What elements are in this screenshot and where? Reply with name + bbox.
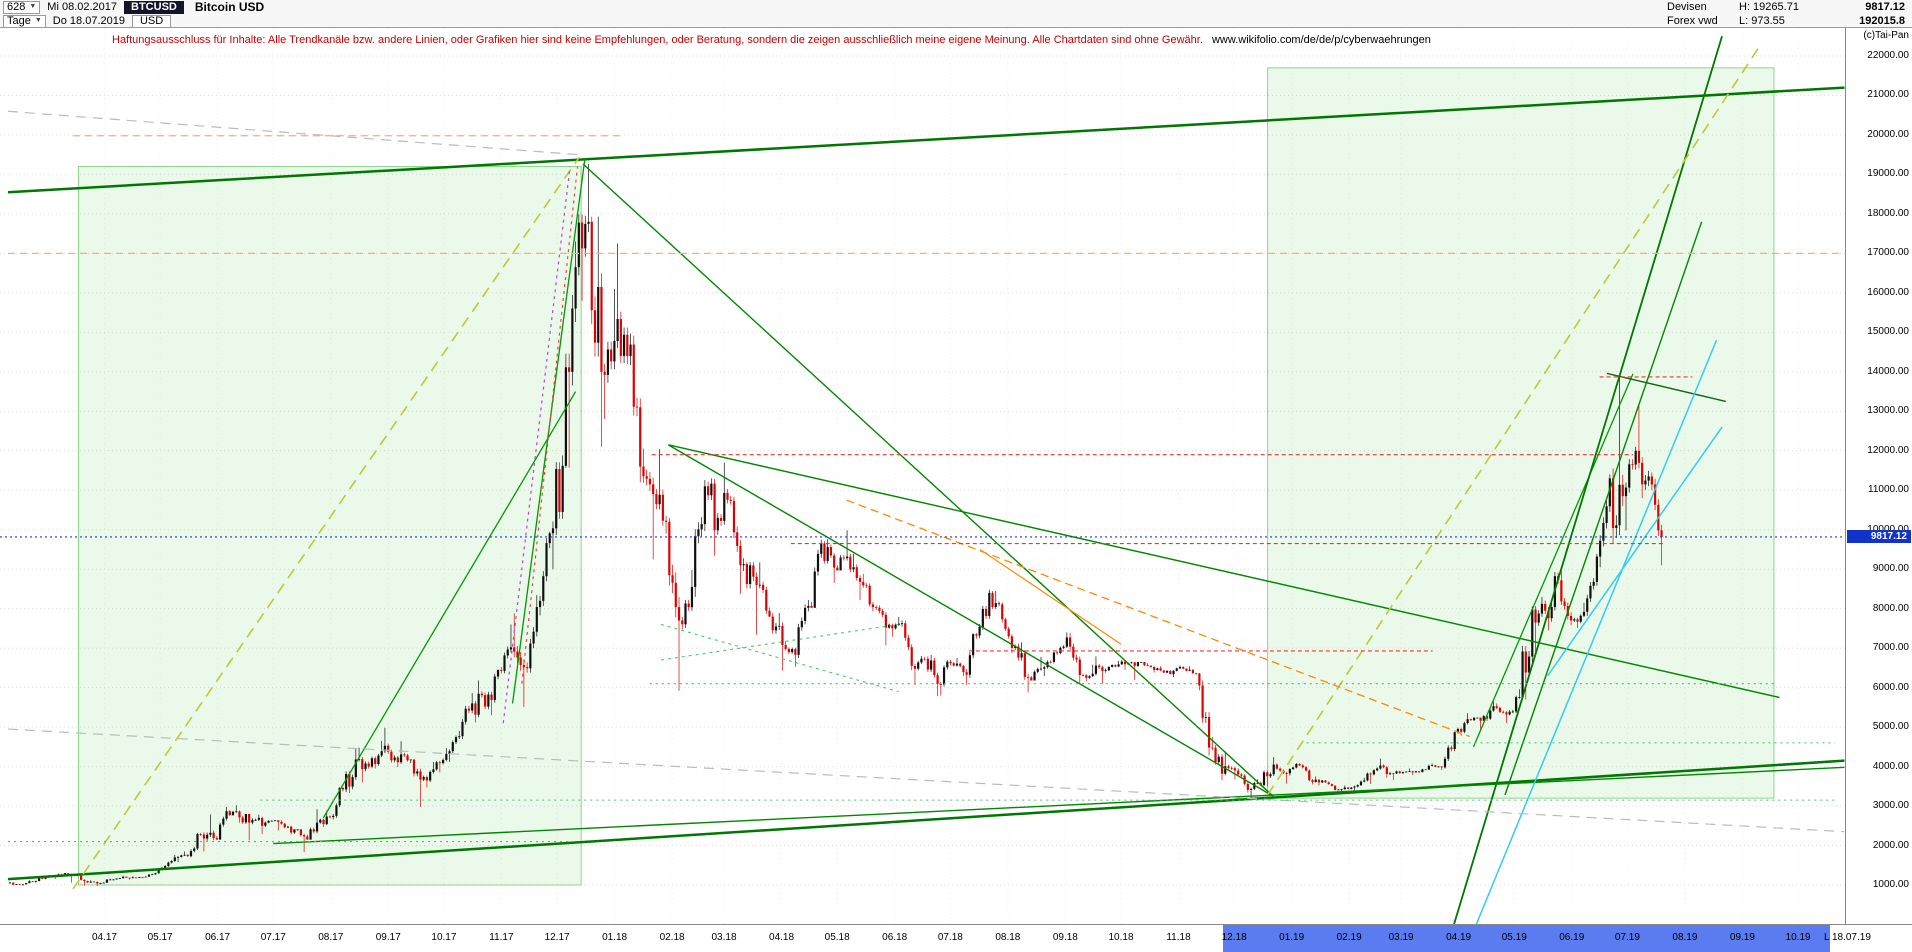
x-axis-label: 12.18 [1221, 932, 1247, 943]
y-axis[interactable]: (c)Tai-Pan 9817.12 22000.00 21000.00 20000… [1846, 28, 1912, 924]
x-axis-label: 09.17 [375, 932, 401, 943]
disclaimer-text: Haftungsausschluss für Inhalte: Alle Tre… [112, 34, 1431, 46]
y-axis-label: 8000.00 [1872, 602, 1909, 614]
x-axis-label: 10.18 [1108, 932, 1134, 943]
y-axis-label: 5000.00 [1872, 721, 1909, 733]
period-select[interactable]: Tage ▼ [3, 14, 46, 28]
y-axis-label: 12000.00 [1867, 444, 1909, 456]
topbar-row-1: 628 ▼ Mi 08.02.2017 BTCUSD Bitcoin USD D… [0, 0, 1912, 14]
x-axis-label: 04.19 [1446, 932, 1472, 943]
currency-label: USD [131, 14, 172, 28]
x-axis-label: 05.19 [1501, 932, 1527, 943]
topbar-right-2: Forex vwd L: 973.55 192015.8 [1667, 15, 1909, 27]
period-low-value: L: 973.55 [1739, 15, 1785, 27]
feed-label: Forex vwd [1667, 15, 1718, 27]
chevron-down-icon: ▼ [29, 3, 37, 10]
x-axis-label: 08.17 [318, 932, 344, 943]
y-axis-label: 13000.00 [1867, 405, 1909, 417]
x-axis-label: 03.19 [1388, 932, 1414, 943]
selected-range-highlight[interactable] [1223, 925, 1830, 952]
x-axis-label: 05.17 [147, 932, 173, 943]
x-axis-label: 04.17 [91, 932, 117, 943]
x-axis-label: 10.17 [431, 932, 457, 943]
x-axis-label: 10.19 [1785, 932, 1811, 943]
x-axis-label: 09.19 [1729, 932, 1755, 943]
y-axis-label: 4000.00 [1872, 760, 1909, 772]
y-axis-label: 7000.00 [1872, 642, 1909, 654]
x-axis-label: 06.17 [205, 932, 231, 943]
y-axis-label: 9000.00 [1872, 563, 1909, 575]
x-axis[interactable]: L 18.07.19 04.17 05.17 06.17 07.17 08.17 09.1… [0, 924, 1912, 952]
y-axis-label: 21000.00 [1867, 89, 1909, 101]
period-value: Tage [7, 15, 31, 27]
volume-value: 192015.8 [1859, 15, 1905, 27]
bars-count-value: 628 [7, 1, 26, 13]
x-axis-label: 07.17 [260, 932, 286, 943]
y-axis-label: 3000.00 [1872, 800, 1909, 812]
x-axis-label: 06.18 [882, 932, 908, 943]
y-axis-label: 15000.00 [1867, 326, 1909, 338]
topbar-right-1: Devisen H: 19265.71 9817.12 [1667, 1, 1909, 13]
chart-area[interactable]: Haftungsausschluss für Inhalte: Alle Tre… [0, 28, 1846, 924]
x-axis-label: 08.19 [1672, 932, 1698, 943]
x-axis-label: 02.19 [1336, 932, 1362, 943]
y-axis-label: 11000.00 [1868, 484, 1909, 496]
last-price-value: 9817.12 [1865, 1, 1905, 13]
chart-canvas[interactable] [0, 28, 1846, 924]
x-axis-label: 03.18 [711, 932, 737, 943]
y-axis-label: 20000.00 [1867, 128, 1909, 140]
y-axis-label: 16000.00 [1867, 286, 1909, 298]
x-axis-label: 06.19 [1559, 932, 1585, 943]
chevron-down-icon: ▼ [34, 17, 42, 24]
y-axis-label: 1000.00 [1872, 879, 1909, 890]
topbar-row-2: Tage ▼ Do 18.07.2019 USD Forex vwd L: 97… [0, 14, 1912, 28]
instrument-title: Bitcoin USD [194, 0, 265, 14]
market-label: Devisen [1667, 1, 1707, 13]
current-price-tag: 9817.12 [1847, 529, 1911, 543]
period-high-value: H: 19265.71 [1739, 1, 1799, 13]
x-axis-label: 02.18 [659, 932, 685, 943]
y-axis-label: 2000.00 [1872, 839, 1909, 851]
last-bar-date-label: L 18.07.19 [1824, 932, 1871, 943]
y-axis-label: 6000.00 [1872, 681, 1909, 693]
x-axis-label: 12.17 [544, 932, 570, 943]
disclaimer-url: www.wikifolio.com/de/de/p/cyberwaehrunge… [1211, 34, 1431, 46]
y-axis-label: 10000.00 [1867, 524, 1909, 535]
y-axis-label: 14000.00 [1867, 365, 1909, 377]
x-axis-label: 07.18 [937, 932, 963, 943]
y-axis-label: 18000.00 [1867, 207, 1909, 219]
y-axis-label: 17000.00 [1867, 247, 1909, 259]
symbol-field[interactable]: BTCUSD [124, 0, 184, 14]
x-axis-label: 11.18 [1166, 932, 1191, 943]
x-axis-label: 08.18 [995, 932, 1021, 943]
x-axis-label: 04.18 [769, 932, 795, 943]
x-axis-label: 11.17 [489, 932, 514, 943]
x-axis-label: 05.18 [824, 932, 850, 943]
x-axis-label: 09.18 [1052, 932, 1078, 943]
bars-count-select[interactable]: 628 ▼ [3, 0, 41, 14]
y-axis-label: 22000.00 [1867, 50, 1909, 61]
x-axis-label: 07.19 [1614, 932, 1640, 943]
end-date-field[interactable]: Do 18.07.2019 [52, 15, 125, 27]
y-axis-label: 19000.00 [1867, 168, 1909, 180]
start-date-field[interactable]: Mi 08.02.2017 [47, 1, 118, 13]
disclaimer-body: Haftungsausschluss für Inhalte: Alle Tre… [112, 34, 1203, 46]
x-axis-label: 01.19 [1279, 932, 1305, 943]
x-axis-label: 01.18 [602, 932, 628, 943]
copyright-label: (c)Tai-Pan [1863, 30, 1909, 41]
topbar: 628 ▼ Mi 08.02.2017 BTCUSD Bitcoin USD D… [0, 0, 1912, 28]
